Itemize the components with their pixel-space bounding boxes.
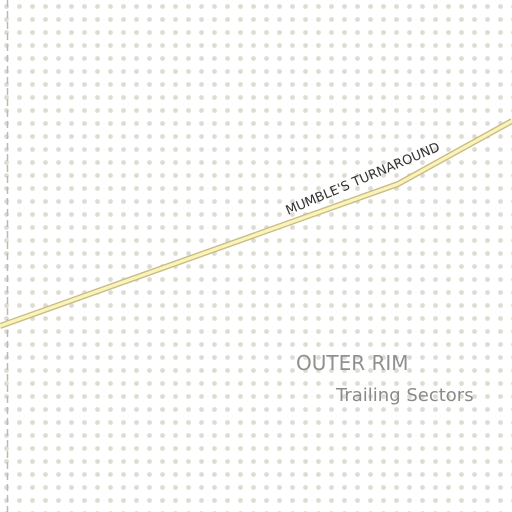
- region-name-label: OUTER RIM: [296, 351, 409, 375]
- road-mumbles-turnaround[interactable]: [0, 118, 512, 329]
- region-subtitle-label: Trailing Sectors: [335, 385, 474, 406]
- road-fill: [0, 119, 512, 328]
